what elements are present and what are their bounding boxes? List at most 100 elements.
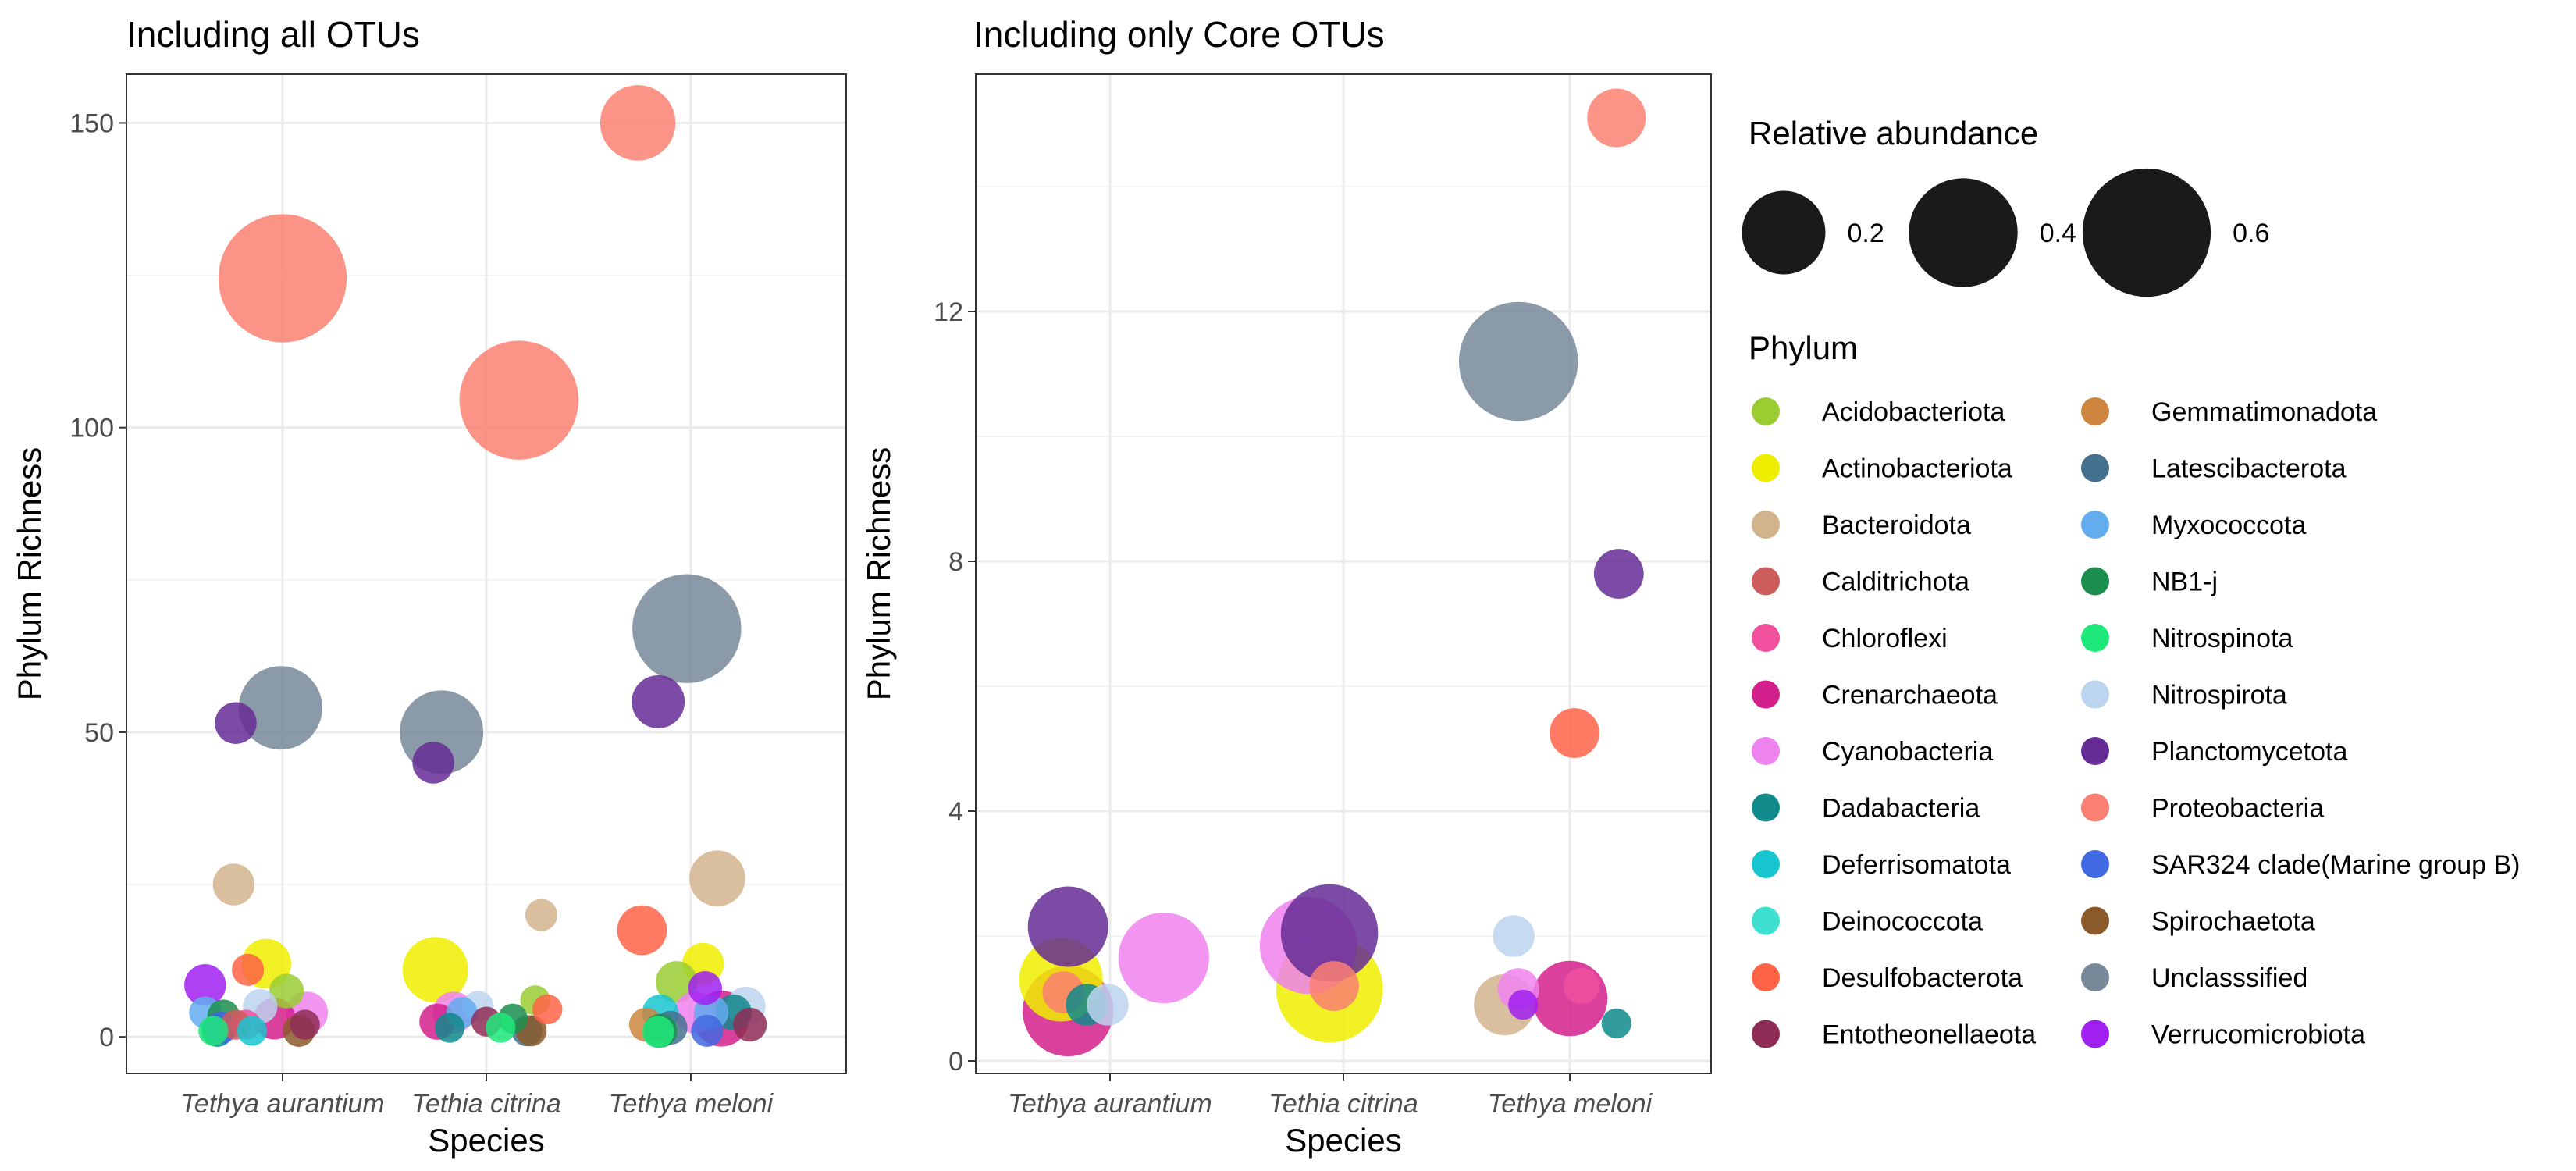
point-bacteroidota: [689, 850, 745, 907]
size-legend-label: 0.4: [2040, 219, 2076, 248]
x-axis-title: Species: [428, 1122, 544, 1159]
legend-key-unclasssified: [2081, 963, 2109, 991]
x-tick-label: Tethya aurantium: [1008, 1089, 1212, 1119]
point-bacteroidota: [525, 899, 558, 931]
legend-key-entotheonellaeota: [1752, 1020, 1780, 1048]
y-tick-label: 12: [934, 297, 963, 327]
point-dadabacteria: [434, 1013, 465, 1043]
legend-label: Desulfobacterota: [1822, 963, 2023, 993]
y-tick-label: 0: [948, 1047, 963, 1077]
x-tick-label: Tethia citrina: [411, 1089, 561, 1119]
legend-key-nitrospinota: [2081, 624, 2109, 652]
legend-key-dadabacteria: [1752, 793, 1780, 822]
legend-label: Cyanobacteria: [1822, 737, 1993, 767]
point-proteobacteria: [218, 214, 347, 343]
point-planctomycetota: [215, 702, 257, 744]
point-planctomycetota: [1593, 549, 1644, 599]
legend-label: Entotheonellaeota: [1822, 1020, 2036, 1050]
point-desulfobacterota: [617, 905, 667, 956]
legend: Relative abundance 0.2 0.4 0.6 Phylum Acid…: [1742, 115, 2520, 1050]
y-tick-label: 4: [948, 797, 963, 827]
point-unclasssified: [1458, 301, 1578, 422]
legend-key-actinobacteriota: [1752, 454, 1780, 482]
size-legend-title: Relative abundance: [1749, 115, 2038, 151]
x-axis-ticks: Tethya aurantium Tethia citrina Tethya mel…: [180, 1073, 774, 1119]
legend-label: NB1-j: [2151, 568, 2218, 597]
point-actinobacteriota: [402, 937, 468, 1003]
y-axis-ticks: 0 4 8 12: [934, 297, 976, 1077]
legend-label: Proteobacteria: [2151, 794, 2324, 824]
legend-key-nitrospirota: [2081, 680, 2109, 709]
size-legend-key: [2082, 168, 2211, 297]
point-planctomycetota: [1027, 886, 1108, 967]
point-entotheonellaeota: [733, 1007, 767, 1042]
legend-label: Deinococcota: [1822, 907, 1983, 937]
points-layer: [1019, 88, 1646, 1057]
y-axis-title: Phylum Richness: [11, 447, 48, 700]
size-legend-key: [1909, 178, 2018, 287]
panel-core-otus: Including only Core OTUs 0 4 8 12 Tethya au…: [860, 14, 1712, 1159]
x-axis-title: Species: [1285, 1122, 1401, 1159]
size-legend-label: 0.6: [2233, 219, 2269, 248]
point-nitrospinota: [198, 1016, 229, 1046]
y-axis-ticks: 0 50 100 150: [69, 109, 126, 1052]
legend-key-proteobacteria: [2081, 793, 2109, 822]
point-nitrospirota: [1087, 984, 1129, 1026]
point-planctomycetota: [632, 674, 685, 728]
legend-label: Nitrospinota: [2151, 624, 2293, 653]
color-legend-title: Phylum: [1749, 329, 1858, 366]
point-verrucomicrobiota: [184, 964, 226, 1006]
legend-key-planctomycetota: [2081, 737, 2109, 765]
point-planctomycetota: [1280, 884, 1379, 982]
point-nitrospinota: [642, 1016, 674, 1048]
point-unclasssified: [238, 666, 322, 750]
legend-key-bacteroidota: [1752, 511, 1780, 539]
point-dadabacteria: [1601, 1008, 1631, 1039]
legend-key-chloroflexi: [1752, 624, 1780, 652]
legend-key-cyanobacteria: [1752, 737, 1780, 765]
x-tick-label: Tethia citrina: [1268, 1089, 1418, 1119]
point-desulfobacterota: [532, 994, 563, 1025]
point-proteobacteria: [600, 85, 676, 161]
legend-label: Crenarchaeota: [1822, 681, 1998, 710]
legend-key-acidobacteriota: [1752, 397, 1780, 425]
y-tick-label: 100: [69, 414, 114, 443]
legend-label: Gemmatimonadota: [2151, 397, 2377, 427]
legend-label: Myxococcota: [2151, 511, 2306, 540]
legend-label: Deferrisomatota: [1822, 850, 2011, 880]
x-tick-label: Tethya meloni: [609, 1089, 774, 1119]
color-legend: Acidobacteriota Actinobacteriota Bacteroid…: [1752, 397, 2520, 1050]
x-axis-ticks: Tethya aurantium Tethia citrina Tethya mel…: [1008, 1073, 1653, 1119]
panel-all-otus: Including all OTUs 0 50 100 150 Tethya aura…: [11, 14, 847, 1159]
legend-key-calditrichota: [1752, 567, 1780, 596]
y-axis-title: Phylum Richness: [860, 447, 897, 700]
size-legend-label: 0.2: [1848, 219, 1884, 248]
legend-label: SAR324 clade(Marine group B): [2151, 850, 2520, 880]
point-acidobacteriota: [655, 961, 698, 1003]
point-nitrospinota: [486, 1013, 516, 1043]
size-legend-key: [1742, 190, 1826, 275]
panel-title: Including only Core OTUs: [973, 14, 1385, 55]
legend-label: Acidobacteriota: [1822, 397, 2005, 427]
legend-label: Dadabacteria: [1822, 794, 1980, 824]
y-tick-label: 150: [69, 109, 114, 138]
legend-key-deferrisomatota: [1752, 850, 1780, 878]
legend-label: Spirochaetota: [2151, 907, 2315, 937]
point-planctomycetota: [412, 742, 454, 784]
point-proteobacteria: [1309, 961, 1359, 1011]
point-deferrisomatota: [237, 1016, 268, 1046]
legend-label: Nitrospirota: [2151, 681, 2287, 710]
point-desulfobacterota: [232, 953, 265, 986]
point-proteobacteria: [459, 340, 579, 460]
legend-key-crenarchaeota: [1752, 680, 1780, 709]
x-tick-label: Tethya aurantium: [180, 1089, 384, 1119]
legend-key-verrucomicrobiota: [2081, 1020, 2109, 1048]
legend-key-spirochaetota: [2081, 906, 2109, 935]
x-tick-label: Tethya meloni: [1488, 1089, 1653, 1119]
legend-key-deinococcota: [1752, 906, 1780, 935]
legend-key-nb1-j: [2081, 567, 2109, 596]
point-bacteroidota: [212, 863, 255, 906]
point-sar324-clade-marine-group-b: [691, 1014, 724, 1047]
point-chloroflexi: [1563, 967, 1600, 1005]
